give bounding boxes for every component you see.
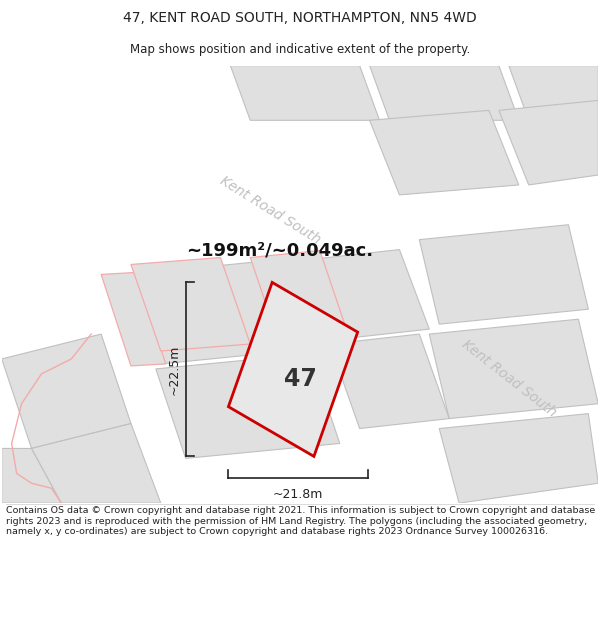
Polygon shape xyxy=(32,424,161,503)
Polygon shape xyxy=(131,258,250,351)
Polygon shape xyxy=(330,334,449,429)
Polygon shape xyxy=(71,66,519,264)
Polygon shape xyxy=(370,111,519,195)
Polygon shape xyxy=(439,414,598,503)
Polygon shape xyxy=(2,449,61,503)
Polygon shape xyxy=(509,66,598,120)
Polygon shape xyxy=(2,334,131,449)
Polygon shape xyxy=(429,319,598,419)
Text: 47, KENT ROAD SOUTH, NORTHAMPTON, NN5 4WD: 47, KENT ROAD SOUTH, NORTHAMPTON, NN5 4W… xyxy=(123,11,477,26)
Polygon shape xyxy=(101,272,166,366)
Polygon shape xyxy=(400,205,598,503)
Text: Kent Road South: Kent Road South xyxy=(217,173,323,246)
Polygon shape xyxy=(131,259,310,364)
Polygon shape xyxy=(310,249,429,339)
Text: ~22.5m: ~22.5m xyxy=(167,344,181,394)
Polygon shape xyxy=(419,225,589,324)
Polygon shape xyxy=(156,354,340,458)
Polygon shape xyxy=(229,282,358,456)
Text: 47: 47 xyxy=(284,367,316,391)
Text: Map shows position and indicative extent of the property.: Map shows position and indicative extent… xyxy=(130,42,470,56)
Polygon shape xyxy=(499,101,598,185)
Text: ~21.8m: ~21.8m xyxy=(273,488,323,501)
Polygon shape xyxy=(230,66,380,120)
Polygon shape xyxy=(370,66,519,120)
Text: ~199m²/~0.049ac.: ~199m²/~0.049ac. xyxy=(185,241,373,259)
Text: Kent Road South: Kent Road South xyxy=(459,338,559,420)
Text: Contains OS data © Crown copyright and database right 2021. This information is : Contains OS data © Crown copyright and d… xyxy=(6,506,595,536)
Polygon shape xyxy=(250,251,350,346)
